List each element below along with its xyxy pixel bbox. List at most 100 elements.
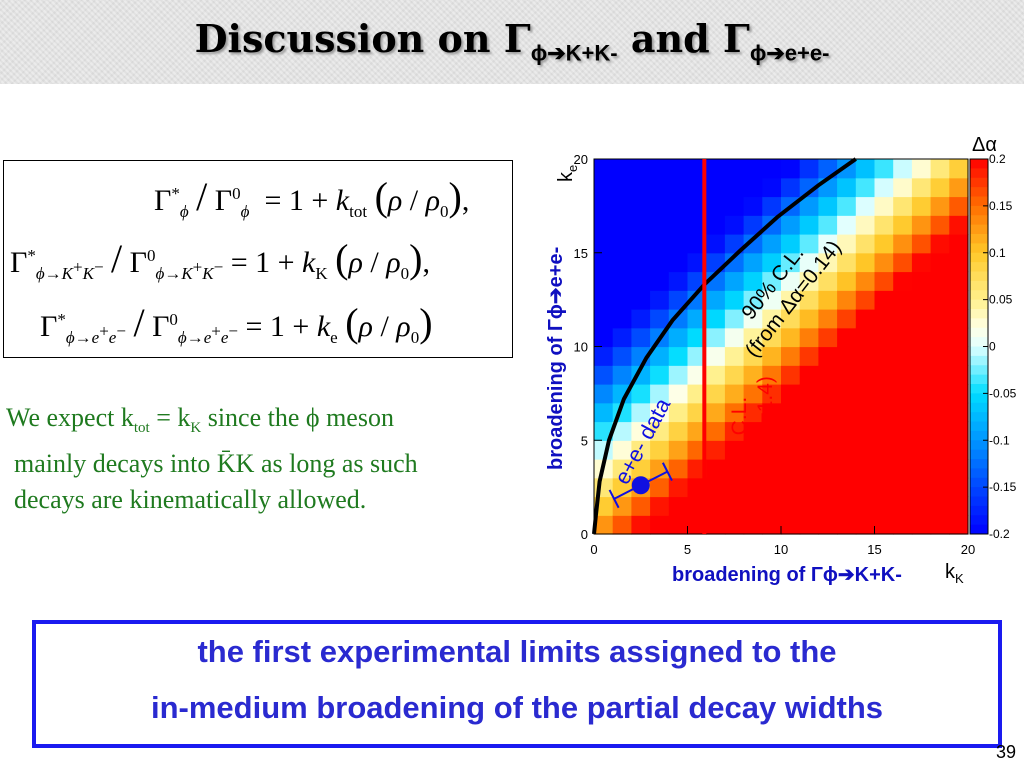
color-scale-segment <box>970 299 988 310</box>
heatmap-cell <box>743 477 763 498</box>
heatmap-cell <box>650 309 670 329</box>
heatmap-cell <box>893 196 913 216</box>
color-scale-tick-label: 0 <box>989 340 996 354</box>
x-tick-label: 20 <box>961 542 975 557</box>
color-scale-segment <box>970 440 988 451</box>
color-scale-segment <box>970 384 988 394</box>
heatmap-cell <box>687 177 707 198</box>
heatmap-cell <box>837 459 857 479</box>
heatmap-cell <box>837 196 857 216</box>
heatmap-cell <box>893 402 913 423</box>
x-tick-label: 15 <box>867 542 881 557</box>
color-scale-segment <box>970 243 988 254</box>
heatmap-cell <box>874 159 894 179</box>
heatmap-cell <box>706 234 726 254</box>
heatmap-cell <box>930 177 950 198</box>
heatmap-cell <box>612 309 632 329</box>
heatmap-cell <box>855 177 876 198</box>
color-scale-segment <box>970 496 988 507</box>
heatmap-cell <box>874 346 894 366</box>
color-scale-tick-label: -0.05 <box>989 386 1017 400</box>
heatmap-cell <box>893 459 913 479</box>
heatmap-cell <box>743 440 763 460</box>
heatmap-cell <box>911 384 932 404</box>
heatmap-cell <box>911 271 932 291</box>
heatmap-cell <box>743 384 763 404</box>
heatmap-cell <box>855 459 876 479</box>
color-scale-segment <box>970 346 988 357</box>
heatmap-cell <box>893 290 913 310</box>
heatmap-cell <box>631 459 651 479</box>
heatmap-cell <box>724 290 745 310</box>
heatmap-cell <box>930 327 950 348</box>
heatmap-cell <box>668 327 689 348</box>
color-scale-segment <box>970 468 988 479</box>
heatmap-cell <box>874 402 894 423</box>
heatmap-cell <box>818 346 838 366</box>
heatmap-cell <box>930 309 950 329</box>
heatmap-cell <box>650 196 670 216</box>
heatmap-cell <box>949 177 969 198</box>
heatmap-cell <box>911 402 932 423</box>
heatmap-cell <box>706 159 726 179</box>
heatmap-cell <box>893 309 913 329</box>
heatmap-cell <box>650 421 670 441</box>
axis-ticks: 0 5 10 15 20 0 5 10 15 20 <box>574 152 976 557</box>
heatmap-cell <box>724 234 745 254</box>
heatmap-cell <box>818 234 838 254</box>
expectation-text: We expect ktot = kK since the ϕ meson ma… <box>6 400 536 518</box>
heatmap-cell <box>799 496 819 516</box>
heatmap-cell <box>650 234 670 254</box>
heatmap-cell <box>799 384 819 404</box>
heatmap-cell <box>855 234 876 254</box>
heatmap-cell <box>799 271 819 291</box>
heatmap-cell <box>706 346 726 366</box>
heatmap-cell <box>911 346 932 366</box>
heatmap-cell <box>762 365 782 385</box>
heatmap-cell <box>762 327 782 348</box>
heatmap-cell <box>706 196 726 216</box>
heatmap-cell <box>874 252 894 273</box>
color-scale-segment <box>970 196 988 207</box>
heatmap-cell <box>781 384 801 404</box>
heatmap-cell <box>612 327 632 348</box>
heatmap-cell <box>762 346 782 366</box>
heatmap-cell <box>893 327 913 348</box>
color-scale-segment <box>970 290 988 301</box>
heatmap-cell <box>650 177 670 198</box>
heatmap-cell <box>781 421 801 441</box>
heatmap-cell <box>687 327 707 348</box>
heatmap-cell <box>930 271 950 291</box>
heatmap-cell <box>949 440 969 460</box>
heatmap-cell <box>668 477 689 498</box>
heatmap-cell <box>668 515 689 535</box>
heatmap-cell <box>911 177 932 198</box>
heatmap-cell <box>687 459 707 479</box>
heatmap-cell <box>818 309 838 329</box>
heatmap-cell <box>631 327 651 348</box>
heatmap-cell <box>724 196 745 216</box>
heatmap-cell <box>893 440 913 460</box>
heatmap-cell <box>762 459 782 479</box>
heatmap-cell <box>743 271 763 291</box>
heatmap-cell <box>631 384 651 404</box>
heatmap-cell <box>724 515 745 535</box>
heatmap-cell <box>668 365 689 385</box>
heatmap-cell <box>743 196 763 216</box>
heatmap-cell <box>837 402 857 423</box>
heatmap-cell <box>949 215 969 235</box>
heatmap-cell <box>799 309 819 329</box>
heatmap-cell <box>781 327 801 348</box>
heatmap-cell <box>724 346 745 366</box>
kk-limit-label-1: 90% C.L. <box>728 397 751 483</box>
heatmap-cell <box>743 234 763 254</box>
heatmap-cell <box>911 327 932 348</box>
heatmap-cell <box>837 252 857 273</box>
heatmap-cell <box>762 402 782 423</box>
heatmap-cell <box>799 477 819 498</box>
heatmap-cell <box>930 252 950 273</box>
heatmap-cell <box>874 309 894 329</box>
color-scale-segment <box>970 168 988 179</box>
heatmap-cell <box>687 365 707 385</box>
heatmap-cell <box>799 402 819 423</box>
